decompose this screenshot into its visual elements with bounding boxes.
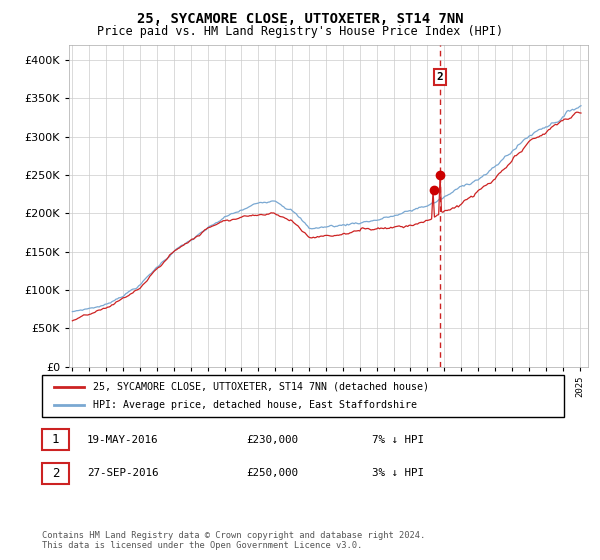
Text: 25, SYCAMORE CLOSE, UTTOXETER, ST14 7NN: 25, SYCAMORE CLOSE, UTTOXETER, ST14 7NN xyxy=(137,12,463,26)
Text: Contains HM Land Registry data © Crown copyright and database right 2024.
This d: Contains HM Land Registry data © Crown c… xyxy=(42,530,425,550)
Text: 1: 1 xyxy=(52,433,59,446)
Text: 2: 2 xyxy=(436,72,443,82)
Text: HPI: Average price, detached house, East Staffordshire: HPI: Average price, detached house, East… xyxy=(93,400,417,410)
Text: 3% ↓ HPI: 3% ↓ HPI xyxy=(372,468,424,478)
Text: £250,000: £250,000 xyxy=(246,468,298,478)
Text: 27-SEP-2016: 27-SEP-2016 xyxy=(87,468,158,478)
Text: 7% ↓ HPI: 7% ↓ HPI xyxy=(372,435,424,445)
Text: 2: 2 xyxy=(52,466,59,480)
Text: £230,000: £230,000 xyxy=(246,435,298,445)
Text: 25, SYCAMORE CLOSE, UTTOXETER, ST14 7NN (detached house): 25, SYCAMORE CLOSE, UTTOXETER, ST14 7NN … xyxy=(93,382,429,392)
Text: Price paid vs. HM Land Registry's House Price Index (HPI): Price paid vs. HM Land Registry's House … xyxy=(97,25,503,38)
Text: 19-MAY-2016: 19-MAY-2016 xyxy=(87,435,158,445)
